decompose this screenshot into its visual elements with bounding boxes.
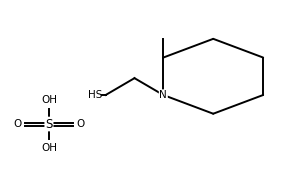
- Text: O: O: [13, 119, 22, 129]
- Text: S: S: [45, 118, 53, 131]
- Text: OH: OH: [41, 95, 57, 105]
- Text: N: N: [159, 90, 167, 100]
- Text: HS: HS: [88, 90, 102, 100]
- Text: O: O: [76, 119, 85, 129]
- Text: OH: OH: [41, 143, 57, 153]
